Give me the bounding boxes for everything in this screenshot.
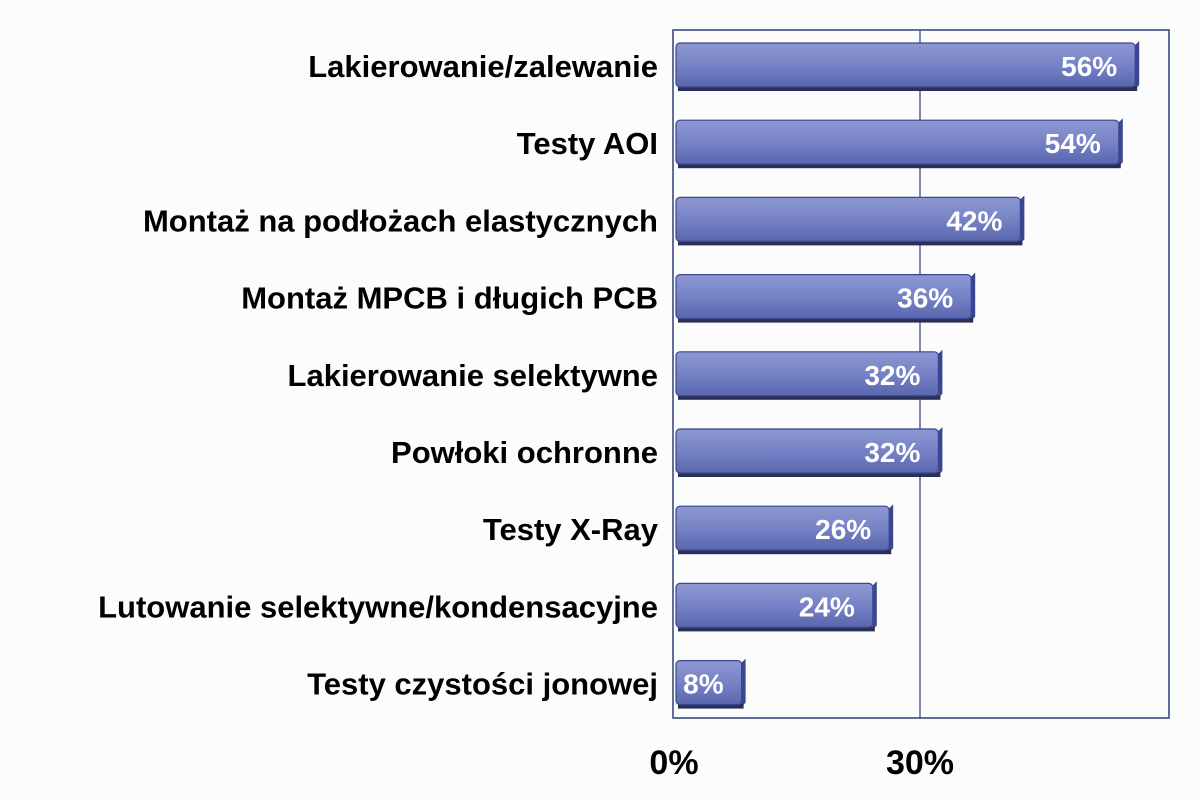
category-label: Testy AOI — [517, 126, 658, 161]
value-label: 26% — [815, 514, 871, 545]
value-label: 8% — [683, 669, 724, 700]
bar — [675, 427, 943, 477]
value-label: 42% — [946, 205, 1002, 236]
value-label: 36% — [897, 283, 953, 314]
bar — [675, 349, 943, 400]
bar-face — [675, 42, 1136, 88]
x-tick-label: 0% — [649, 744, 698, 782]
category-label: Montaż MPCB i długich PCB — [241, 281, 658, 316]
bar-bottom-edge — [678, 472, 941, 477]
bar-bottom-edge — [678, 626, 875, 632]
value-label: 56% — [1061, 51, 1117, 82]
bar-bottom-edge — [678, 163, 1121, 169]
bar-face — [675, 119, 1120, 165]
bar-bottom-edge — [678, 240, 1023, 246]
bar-face — [675, 196, 1021, 242]
bar-face — [675, 351, 939, 397]
bar-bottom-edge — [678, 549, 892, 555]
category-label: Montaż na podłożach elastycznych — [143, 203, 658, 238]
bar — [675, 272, 976, 323]
bar — [675, 658, 746, 709]
category-label: Powłoki ochronne — [391, 435, 658, 470]
bar-face — [675, 582, 874, 629]
bar-face — [675, 505, 890, 551]
bar — [675, 195, 1025, 246]
bar-bottom-edge — [678, 394, 941, 400]
x-tick-label: 30% — [886, 744, 954, 782]
category-label: Lakierowanie/zalewanie — [308, 49, 658, 84]
value-label: 32% — [864, 437, 920, 468]
category-label: Testy X-Ray — [483, 512, 659, 547]
bar-face — [675, 659, 743, 706]
bar-bottom-edge — [678, 703, 744, 709]
category-label: Lakierowanie selektywne — [288, 358, 658, 393]
bar-bottom-edge — [678, 86, 1138, 91]
category-label: Testy czystości jonowej — [307, 667, 658, 702]
bar-bottom-edge — [678, 317, 974, 323]
bar — [675, 504, 894, 555]
bar-face — [675, 274, 972, 320]
bar — [675, 581, 877, 632]
bar — [675, 41, 1140, 91]
plot-area-frame — [672, 29, 1170, 719]
value-label: 24% — [799, 591, 855, 622]
value-label: 54% — [1045, 128, 1101, 159]
bar — [675, 118, 1123, 169]
value-label: 32% — [864, 360, 920, 391]
category-label: Lutowanie selektywne/kondensacyjne — [98, 589, 658, 624]
bar-face — [675, 428, 939, 474]
